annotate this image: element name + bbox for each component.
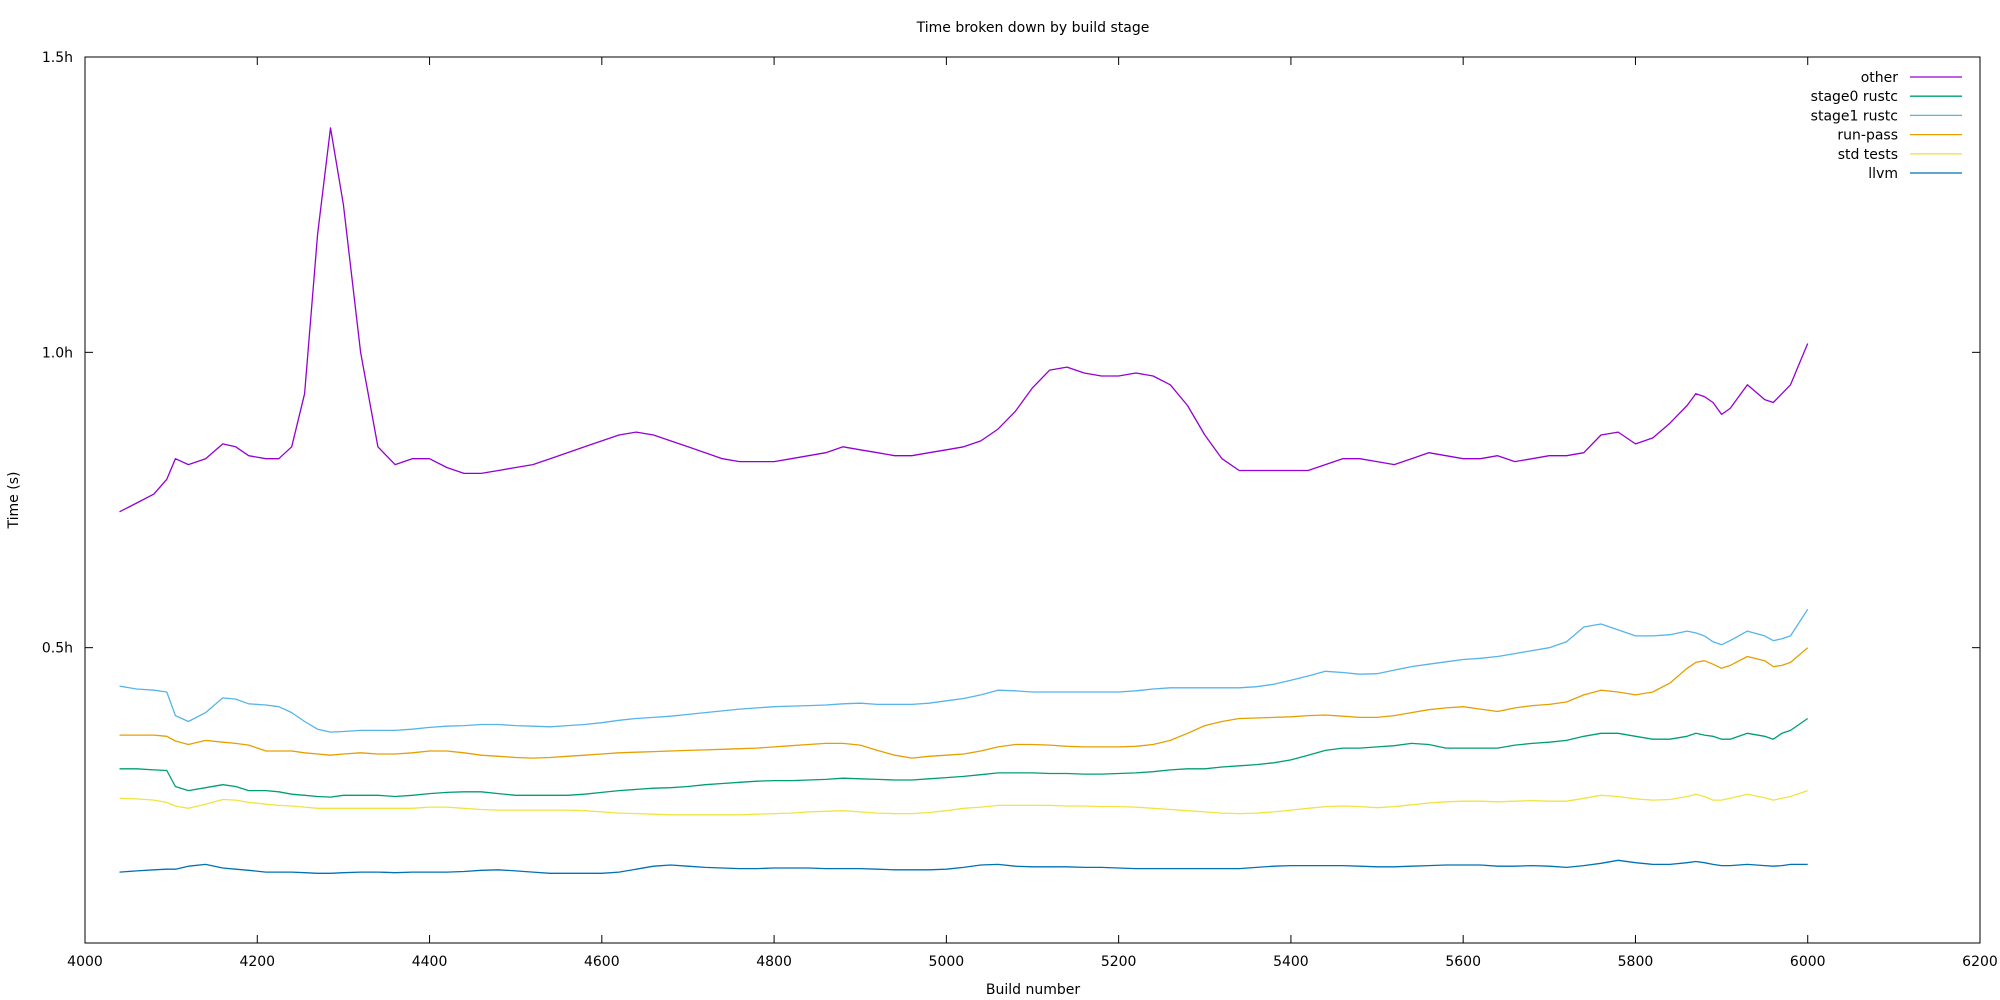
series-group (119, 127, 1809, 874)
series-line-llvm (119, 859, 1808, 874)
x-tick-label: 5800 (1618, 954, 1654, 970)
y-tick-label: 1.0h (42, 345, 73, 361)
series-line-std-tests (119, 789, 1808, 816)
y-axis: 0.5h 1.0h 1.5h (42, 50, 1980, 657)
x-tick-label: 6200 (1962, 954, 1998, 970)
x-axis: 4000 4200 4400 4600 4800 5000 5200 5400 5600 5800… (67, 57, 1998, 970)
legend-label: llvm (1868, 166, 1898, 182)
x-tick-label: 4800 (756, 954, 792, 970)
y-tick-label: 0.5h (42, 641, 73, 657)
legend-label: run-pass (1837, 128, 1898, 144)
x-tick-label: 4200 (239, 954, 275, 970)
series-line-stage0-rustc (119, 717, 1809, 798)
legend: other stage0 rustc stage1 rustc run-pass std… (1811, 70, 1962, 182)
legend-label: stage0 rustc (1811, 89, 1898, 105)
x-tick-label: 5200 (1101, 954, 1137, 970)
series-line-other (119, 127, 1809, 513)
y-tick-label: 1.5h (42, 50, 73, 66)
series-line-run-pass (119, 647, 1809, 759)
plot-frame (84, 56, 1981, 944)
x-tick-label: 5600 (1445, 954, 1481, 970)
x-tick-label: 5400 (1273, 954, 1309, 970)
legend-label: other (1861, 70, 1899, 86)
legend-label: stage1 rustc (1811, 108, 1898, 124)
x-axis-title: Build number (986, 982, 1080, 998)
x-tick-label: 4600 (584, 954, 620, 970)
series-line-stage1-rustc (119, 608, 1809, 733)
chart-title: Time broken down by build stage (916, 20, 1150, 36)
y-axis-title: Time (s) (6, 472, 22, 530)
x-tick-label: 4400 (412, 954, 448, 970)
x-tick-label: 4000 (67, 954, 103, 970)
legend-label: std tests (1838, 147, 1898, 163)
x-tick-label: 5000 (929, 954, 965, 970)
x-tick-label: 6000 (1790, 954, 1826, 970)
